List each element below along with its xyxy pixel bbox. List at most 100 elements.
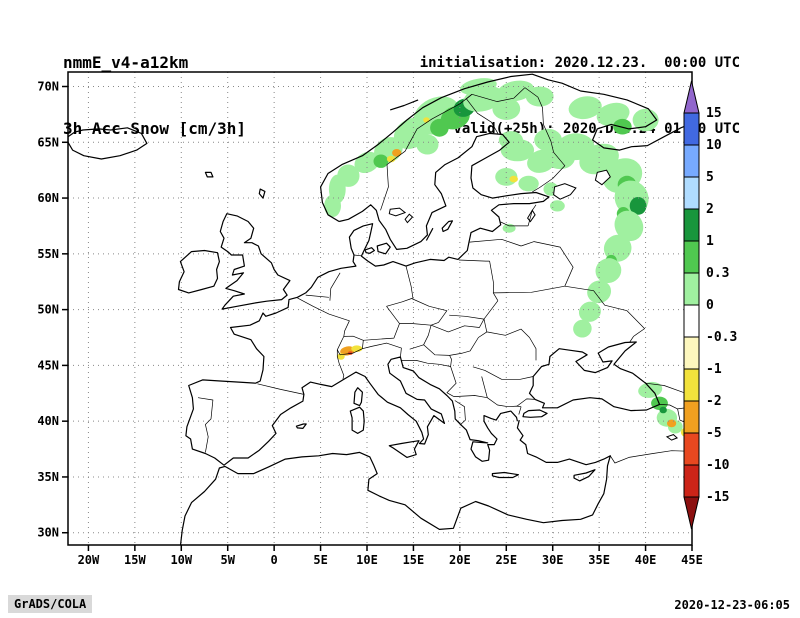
colorbar-label: -15 bbox=[706, 490, 729, 505]
coastline bbox=[364, 247, 375, 254]
snow-shading-cell bbox=[416, 134, 439, 155]
colorbar-segment bbox=[683, 400, 700, 434]
country-border bbox=[489, 261, 499, 301]
country-border bbox=[449, 355, 452, 367]
y-tick-label: 55N bbox=[37, 247, 59, 261]
y-tick-label: 45N bbox=[37, 358, 59, 372]
country-border bbox=[493, 285, 565, 294]
colorbar-label: -2 bbox=[706, 394, 722, 409]
colorbar-label: -5 bbox=[706, 426, 722, 441]
country-border bbox=[483, 319, 537, 361]
snow-shading-cell bbox=[500, 138, 535, 162]
snow-shading-cell bbox=[659, 406, 667, 414]
x-tick-label: 15E bbox=[403, 553, 425, 567]
snow-shading-cell bbox=[373, 154, 389, 168]
country-border bbox=[449, 352, 463, 356]
snow-shading-cell bbox=[502, 223, 516, 233]
colorbar-arrow-bottom bbox=[683, 496, 700, 530]
country-border bbox=[197, 397, 214, 453]
country-border bbox=[449, 300, 499, 320]
snow-shading-cell bbox=[629, 197, 647, 215]
snow-shading-cell bbox=[423, 117, 430, 123]
coastline bbox=[258, 188, 266, 199]
x-tick-label: 5E bbox=[313, 553, 327, 567]
y-tick-label: 65N bbox=[37, 135, 59, 149]
colorbar-label: 0 bbox=[706, 298, 714, 313]
lake bbox=[553, 183, 577, 200]
coastline bbox=[573, 469, 596, 482]
colorbar-segment bbox=[683, 304, 700, 338]
country-border bbox=[430, 318, 485, 333]
x-tick-label: 20E bbox=[449, 553, 471, 567]
country-border bbox=[472, 366, 534, 380]
coastline bbox=[390, 99, 419, 111]
colorbar: 15 10 5 2 1 0.3 0 -0.3 -1 -2 -5 -10 -15 bbox=[683, 80, 737, 530]
title-block: nmmE_v4-a12km 3h Acc.Snow [cm/3h] bbox=[63, 8, 246, 184]
coastline bbox=[185, 132, 550, 466]
colorbar-label: -0.3 bbox=[706, 330, 737, 345]
colorbar-segment bbox=[683, 432, 700, 466]
snow-shading-cell bbox=[614, 210, 644, 242]
country-border bbox=[516, 398, 536, 407]
coastline bbox=[441, 220, 453, 233]
country-border bbox=[564, 285, 645, 343]
x-tick-label: 25E bbox=[495, 553, 517, 567]
x-tick-label: 30E bbox=[542, 553, 564, 567]
x-tick-label: 40E bbox=[635, 553, 657, 567]
lake bbox=[388, 207, 407, 217]
snow-shading-cell bbox=[386, 155, 396, 163]
snow-shading-cell bbox=[587, 280, 612, 304]
colorbar-label: 1 bbox=[706, 234, 714, 249]
y-tick-label: 40N bbox=[37, 414, 59, 428]
colorbar-segment bbox=[683, 144, 700, 178]
country-border bbox=[257, 383, 304, 395]
snow-shading-cell bbox=[518, 175, 539, 192]
country-border bbox=[518, 406, 522, 415]
coastline bbox=[320, 73, 692, 223]
country-border bbox=[466, 94, 499, 134]
colorbar-segment bbox=[683, 112, 700, 146]
colorbar-label: 0.3 bbox=[706, 266, 729, 281]
grads-credit: GrADS/COLA bbox=[8, 595, 93, 613]
country-border bbox=[520, 241, 574, 287]
colorbar-label: 5 bbox=[706, 170, 714, 185]
country-border bbox=[527, 204, 537, 226]
snow-shading-cell bbox=[492, 97, 521, 121]
colorbar-segment bbox=[683, 176, 700, 210]
country-border bbox=[297, 297, 350, 337]
snow-shading-cell bbox=[595, 258, 622, 284]
lake bbox=[404, 213, 414, 224]
x-tick-label: 10E bbox=[356, 553, 378, 567]
country-border bbox=[524, 87, 566, 193]
country-border bbox=[362, 342, 402, 358]
colorbar-segment bbox=[683, 464, 700, 498]
colorbar-segment bbox=[683, 368, 700, 402]
snow-shading-cell bbox=[497, 80, 534, 102]
country-border bbox=[462, 331, 487, 354]
colorbar-label: 2 bbox=[706, 202, 714, 217]
country-border bbox=[363, 323, 400, 341]
colorbar-segment bbox=[683, 272, 700, 306]
snow-shading-cell bbox=[525, 86, 554, 107]
lake bbox=[526, 209, 536, 223]
lake bbox=[594, 169, 611, 186]
coastline bbox=[491, 471, 519, 479]
coastline bbox=[177, 249, 220, 294]
country-border bbox=[469, 238, 522, 247]
snow-shading-cell bbox=[509, 175, 518, 183]
country-border bbox=[458, 259, 490, 262]
y-tick-label: 70N bbox=[37, 80, 59, 94]
country-border bbox=[336, 336, 345, 380]
coastline bbox=[349, 406, 365, 434]
country-border bbox=[380, 94, 473, 211]
coastline bbox=[388, 440, 420, 458]
creation-timestamp: 2020-12-23-06:05 bbox=[674, 598, 790, 612]
snow-shading-cell bbox=[573, 319, 592, 338]
country-border bbox=[446, 366, 457, 397]
coastline bbox=[179, 419, 611, 545]
x-tick-label: 35E bbox=[588, 553, 610, 567]
colorbar-segment bbox=[683, 208, 700, 242]
model-title: nmmE_v4-a12km bbox=[63, 53, 189, 72]
